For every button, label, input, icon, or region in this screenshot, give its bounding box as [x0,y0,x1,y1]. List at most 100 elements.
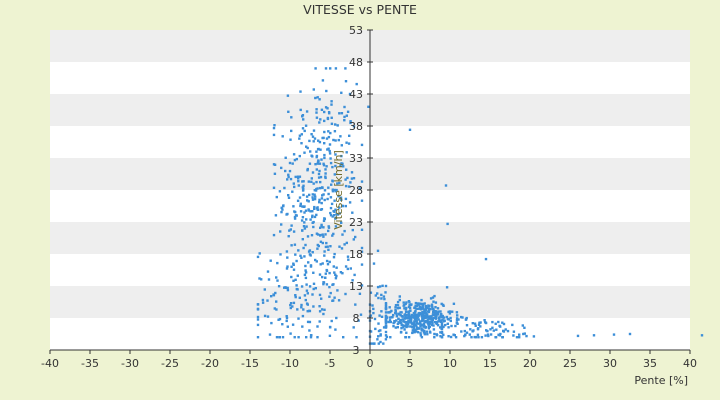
data-point [318,198,321,202]
data-point [325,259,329,263]
data-point [289,302,293,305]
data-point [393,320,396,324]
data-point [317,139,320,142]
data-point [281,323,284,326]
data-point [476,327,480,330]
data-point [266,315,270,318]
data-point [337,299,341,302]
data-point [369,291,373,294]
data-point [523,326,526,329]
data-point [330,103,333,106]
data-point [296,288,299,291]
data-point [334,216,338,220]
data-point [311,293,314,296]
data-point [330,202,334,206]
data-point [377,329,381,333]
data-point [300,256,303,259]
data-point [523,332,526,335]
data-point [303,151,306,154]
data-point [497,320,500,324]
data-point [337,138,340,142]
data-point [303,211,306,214]
data-point [438,318,441,321]
data-point [312,305,315,308]
data-point [298,154,301,158]
data-point [401,323,404,327]
data-point [441,318,444,321]
data-point [494,336,498,339]
data-point [314,258,317,262]
data-point [429,297,433,300]
y-tick-label: 28 [349,184,363,197]
data-point [415,327,419,331]
data-point [318,98,321,101]
data-point [387,311,390,314]
data-point [394,308,397,312]
data-point [320,158,323,161]
data-point [281,208,284,211]
data-point [301,325,304,328]
data-point [532,335,536,338]
data-point [400,321,403,324]
data-point [451,310,454,313]
data-point [474,324,477,327]
data-point [382,295,386,298]
data-point [511,323,514,327]
data-point [344,265,348,268]
data-point [345,151,348,154]
data-point [424,304,428,308]
data-point [434,306,437,309]
data-point [360,246,364,250]
data-point [306,235,310,238]
data-point [272,133,276,137]
data-point [330,116,333,119]
data-point [392,313,395,317]
y-axis-label: Vitesse [km/h] [332,150,345,230]
data-point [324,272,327,275]
data-point [286,325,289,328]
data-point [333,199,336,202]
data-point [352,177,356,180]
data-point [310,154,313,157]
data-point [331,165,334,169]
data-point [382,326,386,329]
data-point [323,198,326,202]
data-point [308,285,312,288]
data-point [292,230,296,233]
data-point [298,175,302,178]
data-point [428,321,431,324]
data-point [403,328,406,331]
data-point [413,324,416,328]
data-point [329,211,332,215]
data-point [421,313,425,316]
data-point [344,197,348,201]
data-point [423,329,426,332]
data-point [452,302,456,305]
data-point [440,330,444,334]
data-point [316,162,319,165]
data-point [315,150,318,153]
data-point [303,221,306,224]
data-point [306,320,310,324]
data-point [476,333,480,336]
data-point [430,315,433,318]
data-point [340,162,343,165]
data-point [421,314,425,318]
data-point [305,218,308,221]
data-point [323,119,326,123]
data-point [315,213,318,217]
data-point [316,336,319,339]
data-point [411,331,414,335]
data-point [328,285,331,289]
data-point [304,276,308,280]
data-point [303,294,307,297]
data-point [289,228,292,231]
data-point [439,310,442,313]
data-point [351,228,354,232]
data-point [353,273,356,277]
data-point [324,67,328,70]
data-point [311,196,314,199]
data-point [291,190,294,193]
data-point [298,137,301,140]
data-point [413,312,416,315]
